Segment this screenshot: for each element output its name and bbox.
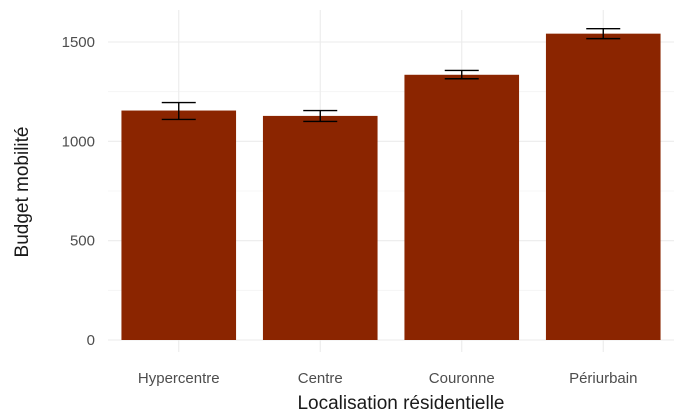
x-axis-title: Localisation résidentielle — [297, 393, 504, 414]
y-tick-label: 0 — [87, 332, 95, 349]
x-tick-label: Couronne — [429, 370, 495, 387]
x-tick-labels: Hypercentre Centre Couronne Périurbain — [138, 370, 638, 387]
y-tick-label: 500 — [70, 233, 95, 250]
error-bar-hypercentre — [161, 101, 196, 121]
y-tick-labels: 0 500 1000 1500 — [62, 34, 95, 349]
y-tick-label: 1500 — [62, 34, 95, 51]
x-tick-label: Centre — [298, 370, 343, 387]
error-bar-périurbain — [586, 27, 621, 40]
y-tick-label: 1000 — [62, 133, 95, 150]
error-bar-centre — [303, 109, 338, 123]
error-bars — [161, 27, 621, 123]
bar-périurbain — [545, 33, 661, 340]
bar-hypercentre — [121, 110, 237, 340]
x-tick-label: Périurbain — [569, 370, 637, 387]
bar-couronne — [404, 74, 520, 340]
error-bar-couronne — [444, 69, 479, 80]
bars — [121, 33, 661, 341]
bar-centre — [262, 115, 378, 341]
y-axis-title: Budget mobilité — [12, 127, 33, 258]
x-tick-label: Hypercentre — [138, 370, 220, 387]
